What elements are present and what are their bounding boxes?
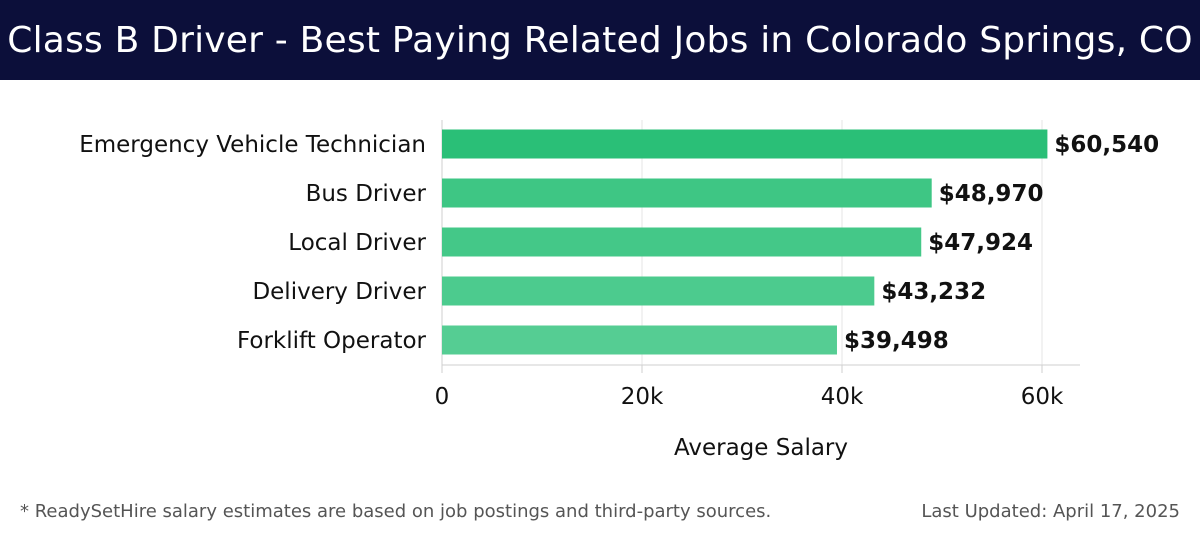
salary-bar-chart: Emergency Vehicle Technician $60,540 Bus D…	[79, 120, 1159, 461]
footnote: * ReadySetHire salary estimates are base…	[20, 501, 772, 522]
header-bar: Class B Driver - Best Paying Related Job…	[0, 0, 1200, 80]
x-tick-label-0: 0	[435, 384, 450, 410]
bar-4	[442, 276, 875, 306]
value-label-5: $39,498	[844, 328, 949, 354]
x-tick-label-2: 40k	[821, 384, 864, 410]
bar-1	[442, 129, 1048, 159]
value-label-1: $60,540	[1054, 132, 1159, 158]
category-label-3: Local Driver	[288, 230, 426, 256]
x-tick-label-1: 20k	[621, 384, 664, 410]
last-updated: Last Updated: April 17, 2025	[921, 501, 1180, 522]
value-label-3: $47,924	[928, 230, 1033, 256]
page-title: Class B Driver - Best Paying Related Job…	[7, 19, 1193, 61]
bar-2	[442, 178, 932, 208]
value-label-4: $43,232	[881, 279, 986, 305]
bar-5	[442, 325, 837, 355]
x-tick-label-3: 60k	[1021, 384, 1064, 410]
value-label-2: $48,970	[939, 181, 1044, 207]
bar-3	[442, 227, 922, 257]
category-label-5: Forklift Operator	[237, 328, 427, 354]
x-axis-title: Average Salary	[674, 435, 848, 461]
category-label-1: Emergency Vehicle Technician	[79, 132, 426, 158]
category-label-2: Bus Driver	[306, 181, 427, 207]
category-label-4: Delivery Driver	[252, 279, 426, 305]
